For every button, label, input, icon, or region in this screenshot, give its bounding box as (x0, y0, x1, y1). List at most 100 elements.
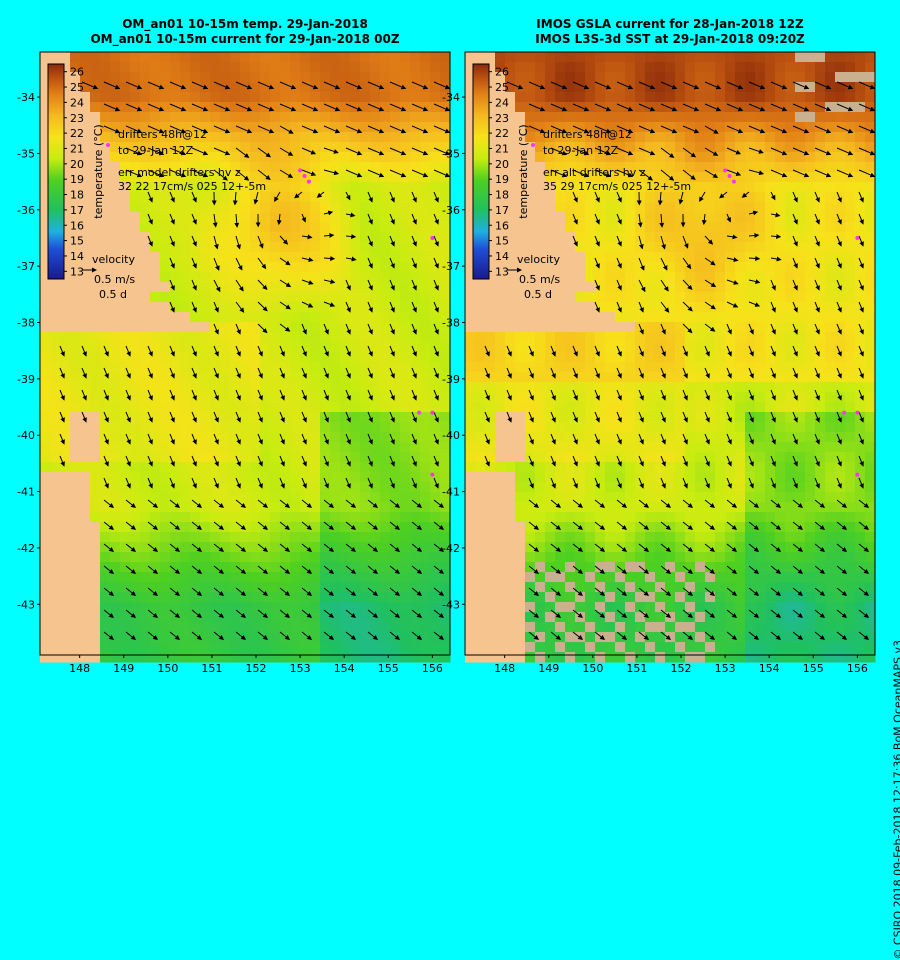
drifter-legend-mark (531, 143, 535, 147)
colorbar-tick-label: 19 (70, 173, 84, 186)
drifters-text: to 29-Jan 12Z (543, 144, 619, 157)
colorbar-tick-label: 16 (495, 219, 509, 232)
lat-tick-label: -37 (17, 260, 35, 273)
lat-tick-label: -38 (17, 317, 35, 330)
colorbar-tick-label: 23 (70, 112, 84, 125)
lon-tick-label: 150 (582, 662, 603, 675)
colorbar-label: temperature (°C) (517, 124, 530, 218)
map-figure: 13 14 15 16 17 18 19 20 21 22 23 24 25 26 temperature … (0, 0, 900, 700)
lon-tick-label: 156 (422, 662, 443, 675)
lat-tick-label: -35 (442, 147, 460, 160)
drifter-mark (430, 411, 434, 415)
lat-tick-label: -40 (17, 429, 35, 442)
lon-tick-label: 156 (847, 662, 868, 675)
colorbar-tick-label: 14 (70, 250, 84, 263)
colorbar-tick-label: 17 (495, 204, 509, 217)
velocity-scale-label: 0.5 m/s (519, 273, 560, 286)
lon-tick-label: 155 (803, 662, 824, 675)
lat-tick-label: -41 (442, 486, 460, 499)
lat-tick-label: -37 (442, 260, 460, 273)
lat-tick-label: -42 (17, 542, 35, 555)
drifter-mark (298, 168, 302, 172)
colorbar-tick-label: 25 (70, 81, 84, 94)
colorbar-tick-label: 15 (495, 235, 509, 248)
lat-tick-label: -39 (442, 373, 460, 386)
error-stats-text: err alt drifters hv z (543, 166, 646, 179)
drifter-mark (417, 411, 421, 415)
drifter-mark (855, 236, 859, 240)
drifter-mark (855, 473, 859, 477)
drifters-text: drifters 48h@12 (118, 128, 207, 141)
velocity-scale-label: 0.5 m/s (94, 273, 135, 286)
colorbar-tick-label: 24 (495, 96, 509, 109)
drifter-legend-mark (106, 143, 110, 147)
colorbar-tick-label: 20 (495, 158, 509, 171)
lon-tick-label: 151 (626, 662, 647, 675)
error-stats-text: 35 29 17cm/s 025 12+-5m (543, 180, 691, 193)
colorbar-label: temperature (°C) (92, 124, 105, 218)
lon-tick-label: 154 (334, 662, 355, 675)
error-stats-text: err model drifters hv z (118, 166, 241, 179)
lat-tick-label: -39 (17, 373, 35, 386)
colorbar-tick-label: 23 (495, 112, 509, 125)
lon-tick-label: 152 (671, 662, 692, 675)
colorbar-tick-label: 18 (495, 189, 509, 202)
colorbar-tick-label: 16 (70, 219, 84, 232)
lon-tick-label: 149 (538, 662, 559, 675)
drifter-mark (307, 180, 311, 184)
drifter-mark (430, 236, 434, 240)
lat-tick-label: -43 (17, 598, 35, 611)
lon-tick-label: 148 (69, 662, 90, 675)
lon-tick-label: 151 (201, 662, 222, 675)
lat-tick-label: -42 (442, 542, 460, 555)
lat-tick-label: -38 (442, 317, 460, 330)
lon-tick-label: 154 (759, 662, 780, 675)
drifter-mark (855, 411, 859, 415)
colorbar-tick-label: 24 (70, 96, 84, 109)
drifter-mark (430, 473, 434, 477)
colorbar-tick-label: 19 (495, 173, 509, 186)
lon-tick-label: 149 (113, 662, 134, 675)
lat-tick-label: -43 (442, 598, 460, 611)
velocity-legend-label: velocity (517, 253, 560, 266)
velocity-time-label: 0.5 d (524, 288, 552, 301)
colorbar-tick-label: 26 (495, 66, 509, 79)
colorbar-tick-label: 22 (495, 127, 509, 140)
model-map-panel: 1314151617181920212223242526temperature … (17, 52, 450, 675)
colorbar-tick-label: 26 (70, 66, 84, 79)
lon-tick-label: 153 (715, 662, 736, 675)
obs-map-panel: 1314151617181920212223242526temperature … (442, 52, 875, 675)
colorbar-tick-label: 21 (495, 142, 509, 155)
velocity-time-label: 0.5 d (99, 288, 127, 301)
colorbar-tick-label: 20 (70, 158, 84, 171)
error-stats-text: 32 22 17cm/s 025 12+-5m (118, 180, 266, 193)
drifter-mark (732, 180, 736, 184)
colorbar-tick-label: 18 (70, 189, 84, 202)
lat-tick-label: -34 (442, 91, 460, 104)
velocity-legend-label: velocity (92, 253, 135, 266)
lon-tick-label: 153 (290, 662, 311, 675)
colorbar-tick-label: 22 (70, 127, 84, 140)
lon-tick-label: 148 (494, 662, 515, 675)
drifter-mark (303, 174, 307, 178)
lon-tick-label: 155 (378, 662, 399, 675)
drifter-mark (842, 411, 846, 415)
colorbar-tick-label: 21 (70, 142, 84, 155)
credit-text: © CSIRO 2018 09-Feb-2018 12:17:36 BoM Oc… (892, 640, 900, 960)
colorbar-tick-label: 17 (70, 204, 84, 217)
drifter-mark (728, 174, 732, 178)
drifters-text: drifters 48h@12 (543, 128, 632, 141)
lat-tick-label: -41 (17, 486, 35, 499)
colorbar-tick-label: 13 (495, 265, 509, 278)
lat-tick-label: -36 (17, 204, 35, 217)
lon-tick-label: 152 (246, 662, 267, 675)
lat-tick-label: -34 (17, 91, 35, 104)
drifters-text: to 29-Jan 12Z (118, 144, 194, 157)
lon-tick-label: 150 (157, 662, 178, 675)
model-lat-axis: -34 -35 -36 -37 -38 -39 -40 -41 -42 -43 (17, 91, 40, 611)
lat-tick-label: -36 (442, 204, 460, 217)
drifter-mark (723, 168, 727, 172)
lat-tick-label: -35 (17, 147, 35, 160)
colorbar-tick-label: 15 (70, 235, 84, 248)
colorbar-tick-label: 25 (495, 81, 509, 94)
